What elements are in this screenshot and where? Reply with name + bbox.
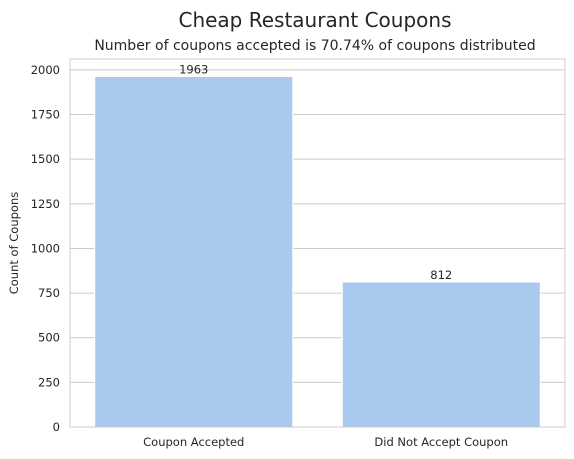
- x-tick-label: Did Not Accept Coupon: [374, 435, 508, 449]
- bar-value-label: 812: [430, 268, 452, 282]
- bar: [94, 75, 294, 428]
- bar-value-label: 1963: [179, 62, 208, 76]
- bars: [94, 75, 541, 428]
- y-tick-label: 1500: [31, 152, 60, 166]
- y-tick-label: 250: [38, 375, 60, 389]
- plot-frame: [69, 58, 566, 428]
- y-axis: 0 250 500 750 1000 1250 1500 1750 2000: [31, 63, 60, 434]
- chart-subtitle: Number of coupons accepted is 70.74% of …: [94, 38, 535, 54]
- y-tick-label: 1750: [31, 108, 60, 122]
- y-tick-label: 1000: [31, 241, 60, 255]
- y-tick-label: 500: [38, 331, 60, 345]
- y-tick-label: 1250: [31, 197, 60, 211]
- y-tick-label: 0: [53, 420, 60, 434]
- x-axis: Coupon Accepted Did Not Accept Coupon: [143, 435, 508, 449]
- chart-title: Cheap Restaurant Coupons: [178, 8, 451, 32]
- bar: [341, 281, 541, 428]
- data-labels: 1963 812: [179, 62, 452, 282]
- y-tick-label: 750: [38, 286, 60, 300]
- x-tick-label: Coupon Accepted: [143, 435, 244, 449]
- y-axis-label: Count of Coupons: [7, 192, 21, 295]
- y-tick-label: 2000: [31, 63, 60, 77]
